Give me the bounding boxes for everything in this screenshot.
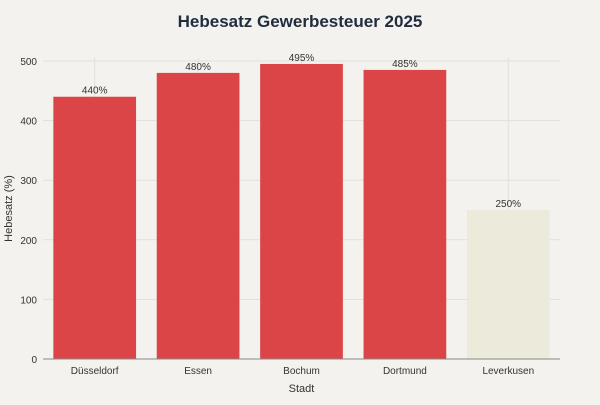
bars — [53, 63, 550, 360]
data-label: 480% — [185, 62, 211, 73]
y-axis-label: Hebesatz (%) — [3, 175, 15, 242]
y-tick-label: 100 — [20, 295, 37, 306]
data-label: 250% — [496, 199, 522, 210]
y-tick-labels: 0 100 200 300 400 500 — [20, 57, 37, 366]
chart-title: Hebesatz Gewerbesteuer 2025 — [177, 12, 423, 31]
y-tick-label: 200 — [20, 236, 37, 247]
x-tick-label: Dortmund — [383, 366, 427, 377]
bar — [466, 209, 550, 359]
x-axis-label: Stadt — [289, 383, 315, 395]
data-label: 440% — [82, 86, 108, 97]
x-tick-label: Bochum — [283, 366, 320, 377]
data-labels: 440% 480% 495% 485% 250% — [82, 53, 521, 210]
bar — [53, 96, 137, 359]
bar — [363, 69, 447, 360]
bar — [156, 72, 240, 359]
x-tick-label: Leverkusen — [482, 366, 534, 377]
x-tick-label: Düsseldorf — [71, 366, 119, 377]
data-label: 485% — [392, 59, 418, 70]
data-label: 495% — [289, 53, 315, 64]
y-tick-label: 500 — [20, 57, 37, 68]
y-tick-label: 300 — [20, 176, 37, 187]
bar — [260, 63, 343, 360]
y-tick-label: 400 — [20, 117, 37, 128]
y-tick-label: 0 — [31, 355, 37, 366]
x-tick-labels: Düsseldorf Essen Bochum Dortmund Leverkusen — [71, 366, 534, 377]
x-tick-label: Essen — [184, 366, 212, 377]
